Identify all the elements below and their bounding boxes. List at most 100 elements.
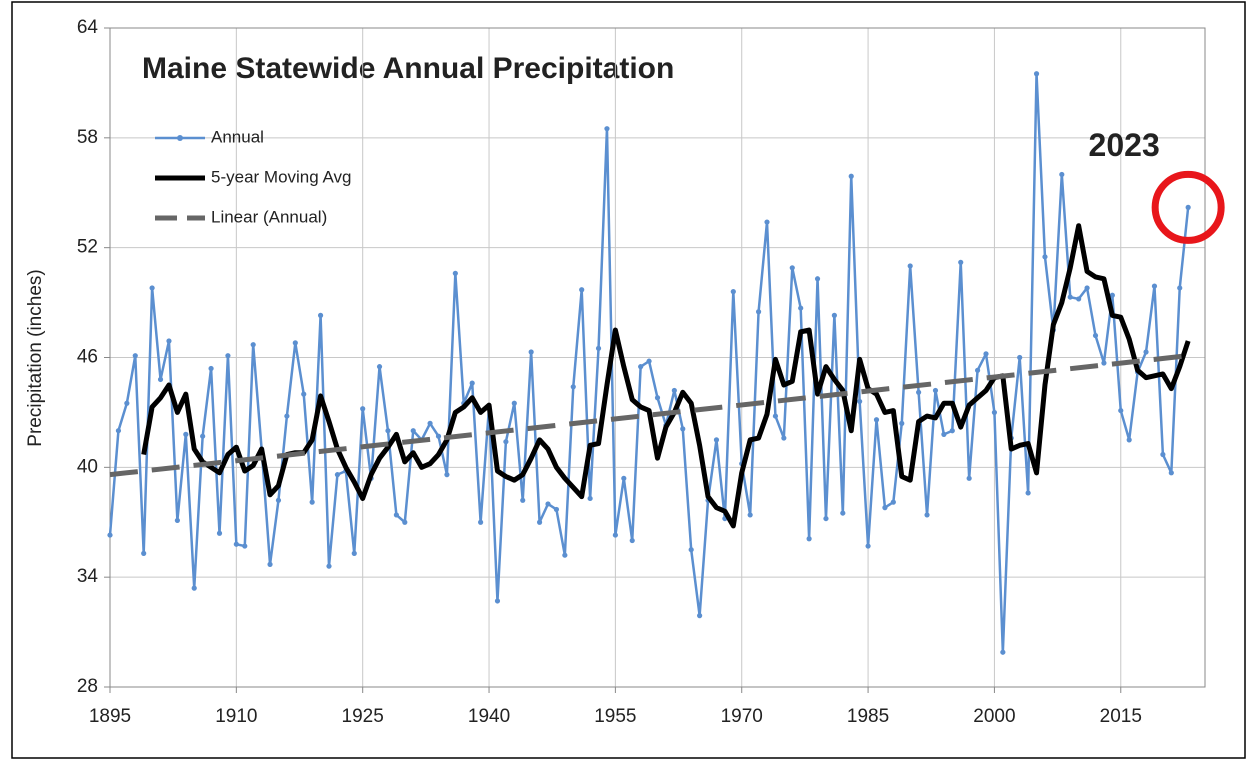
data-point (595, 345, 602, 351)
x-tick-label: 1985 (847, 706, 889, 727)
data-point (410, 428, 416, 434)
data-point (764, 219, 770, 225)
data-point (865, 543, 871, 549)
data-point (124, 400, 130, 406)
x-tick-label: 2000 (973, 706, 1015, 727)
data-point (1033, 71, 1040, 77)
data-point (1000, 649, 1006, 655)
data-point (697, 613, 703, 619)
data-point (334, 472, 341, 478)
data-point (250, 342, 256, 348)
data-point (798, 305, 804, 311)
legend-marker (177, 135, 183, 141)
data-point (873, 417, 880, 423)
annotation-circle (1151, 170, 1225, 244)
data-point (772, 413, 779, 419)
data-point (149, 285, 155, 291)
legend-label: Annual (211, 127, 264, 146)
y-tick-label: 58 (77, 127, 98, 148)
data-point (275, 497, 282, 503)
data-point (444, 472, 450, 478)
data-point (376, 364, 383, 370)
data-point (1177, 285, 1183, 291)
data-point (452, 270, 458, 276)
data-point (385, 428, 391, 434)
chart-title: Maine Statewide Annual Precipitation (142, 52, 674, 85)
data-point (680, 426, 686, 432)
y-tick-label: 34 (77, 566, 99, 587)
data-point (132, 353, 138, 359)
annotation: 2023 (1089, 127, 1160, 163)
data-point (916, 389, 922, 395)
data-point (141, 550, 147, 556)
data-point (520, 497, 526, 503)
data-point (326, 563, 332, 569)
y-tick-label: 64 (77, 17, 99, 38)
data-point (1042, 254, 1048, 260)
series-line (109, 353, 1189, 478)
data-point (949, 428, 955, 434)
data-point (301, 391, 307, 397)
data-point (1151, 283, 1158, 289)
data-point (806, 536, 812, 542)
x-tick-label: 1925 (342, 706, 384, 727)
data-point (823, 515, 829, 522)
data-point (1067, 294, 1073, 300)
frame (11, 1, 1246, 759)
data-point (1025, 490, 1031, 496)
y-axis-label: Precipitation (inches) (25, 269, 46, 446)
data-point (814, 276, 821, 282)
data-point (528, 349, 534, 355)
data-point (107, 532, 113, 538)
data-point (966, 475, 972, 481)
series-line (141, 223, 1191, 529)
data-point (1092, 332, 1099, 339)
data-point (857, 398, 863, 405)
data-point (1160, 451, 1166, 458)
data-point (115, 428, 122, 434)
data-point (1101, 360, 1107, 366)
data-point (233, 541, 239, 547)
data-point (562, 552, 568, 558)
data-point (570, 384, 576, 390)
data-point (654, 395, 661, 401)
data-point (1017, 354, 1023, 361)
data-point (958, 259, 964, 265)
data-point (225, 353, 231, 359)
data-point (435, 433, 442, 439)
data-point (166, 338, 172, 344)
data-point (1059, 171, 1065, 178)
data-point (713, 437, 720, 443)
data-point (208, 365, 214, 372)
data-point (1084, 285, 1090, 291)
data-point (183, 431, 189, 437)
data-point (402, 519, 408, 525)
data-point (191, 585, 197, 591)
x-tick-label: 1895 (89, 706, 131, 727)
x-tick-label: 2015 (1100, 706, 1142, 727)
data-point (478, 519, 484, 525)
data-point (755, 309, 762, 315)
data-point (983, 351, 989, 357)
data-point (840, 510, 846, 516)
x-tick-label: 1955 (594, 706, 636, 727)
data-point (941, 431, 947, 437)
data-point (174, 517, 180, 524)
data-point (747, 512, 753, 518)
data-point (882, 505, 888, 511)
x-tick-label: 1910 (215, 706, 257, 727)
data-point (469, 380, 475, 386)
data-point (730, 289, 736, 295)
plot-border (109, 27, 1206, 688)
data-point (553, 506, 560, 513)
data-point (1185, 204, 1191, 210)
y-tick-label: 28 (77, 676, 98, 697)
legend-label: 5-year Moving Avg (211, 167, 351, 186)
data-point (393, 512, 399, 518)
data-point (1126, 437, 1132, 443)
data-point (1143, 349, 1149, 355)
legend-label: Linear (Annual) (211, 207, 327, 226)
data-point (848, 173, 854, 179)
x-tick-label: 1940 (468, 706, 510, 727)
